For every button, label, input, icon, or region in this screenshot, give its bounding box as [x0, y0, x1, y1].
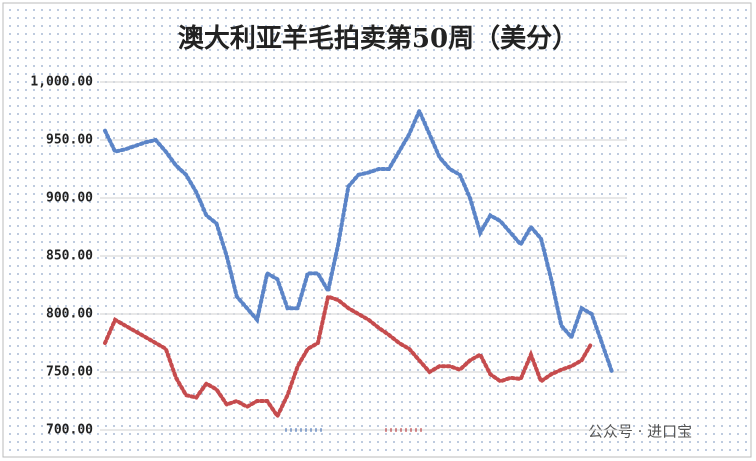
series-line [103, 106, 614, 374]
y-tick-label: 850.00 [46, 249, 93, 264]
series-line [103, 293, 594, 421]
y-tick-label: 1,000.00 [30, 75, 93, 90]
y-tick-label: 750.00 [46, 365, 93, 380]
y-tick-label: 900.00 [46, 191, 93, 206]
chart-title: 澳大利亚羊毛拍卖第50周（美分） [178, 23, 578, 54]
y-tick-label: 950.00 [46, 133, 93, 148]
watermark: 公众号 · 进口宝 [588, 423, 692, 441]
y-tick-label: 700.00 [46, 423, 93, 438]
y-tick-label: 800.00 [46, 307, 93, 322]
